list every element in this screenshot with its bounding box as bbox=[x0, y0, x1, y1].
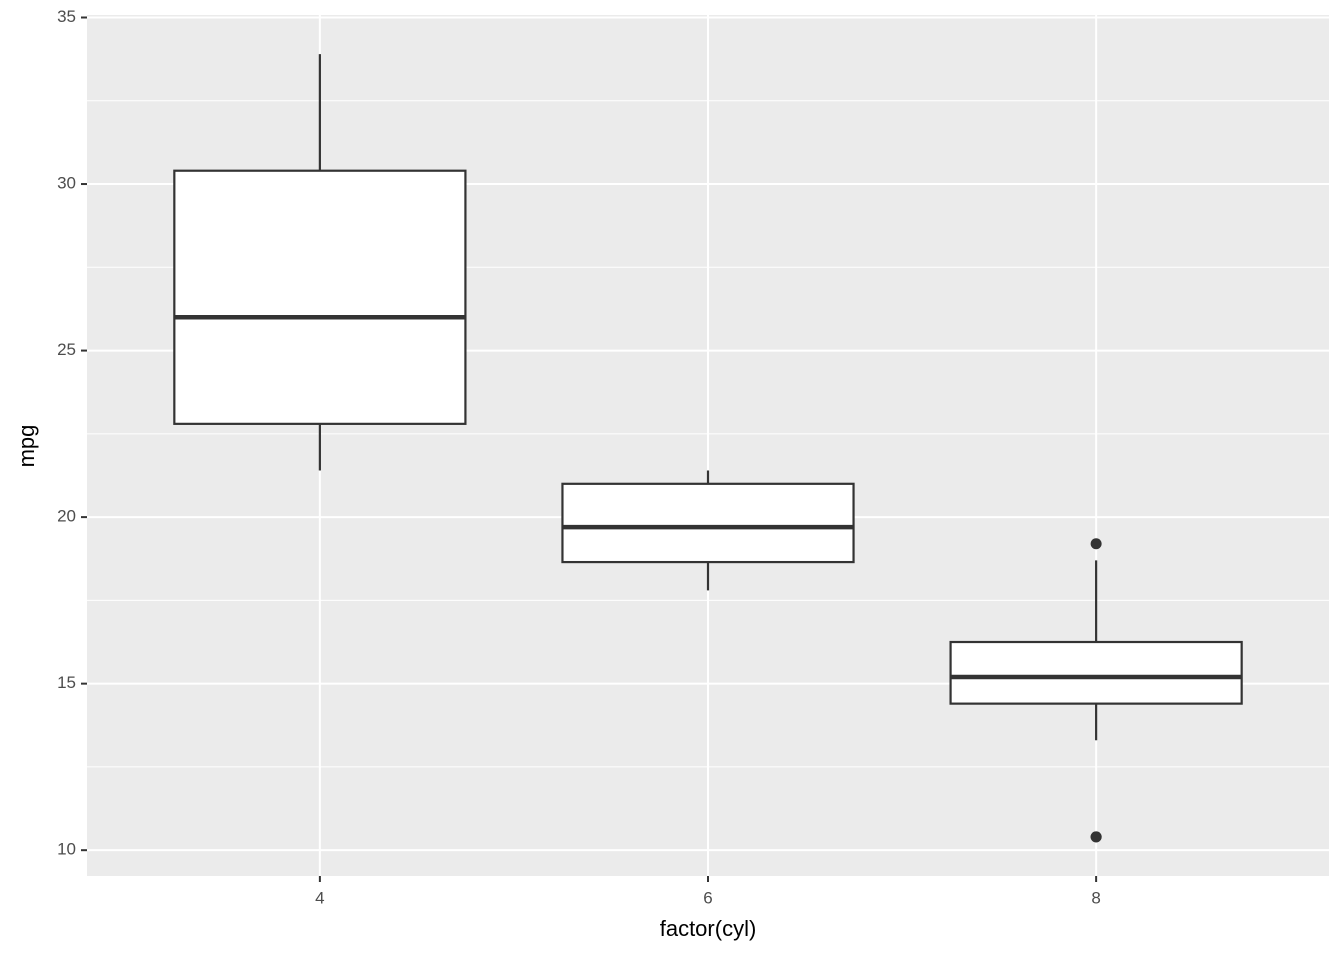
outlier bbox=[1090, 831, 1102, 843]
y-tick-label: 30 bbox=[57, 174, 76, 193]
x-tick-label: 4 bbox=[315, 888, 324, 907]
box bbox=[949, 640, 1243, 705]
box bbox=[173, 169, 467, 425]
x-axis-title: factor(cyl) bbox=[660, 916, 757, 941]
box bbox=[561, 482, 855, 564]
outlier bbox=[1090, 538, 1102, 550]
x-tick-label: 6 bbox=[703, 888, 712, 907]
y-axis-title: mpg bbox=[14, 425, 39, 468]
y-tick-label: 35 bbox=[57, 7, 76, 26]
y-tick-label: 20 bbox=[57, 507, 76, 526]
y-tick-label: 15 bbox=[57, 673, 76, 692]
y-tick-label: 25 bbox=[57, 340, 76, 359]
x-tick-label: 8 bbox=[1091, 888, 1100, 907]
y-tick-label: 10 bbox=[57, 840, 76, 859]
